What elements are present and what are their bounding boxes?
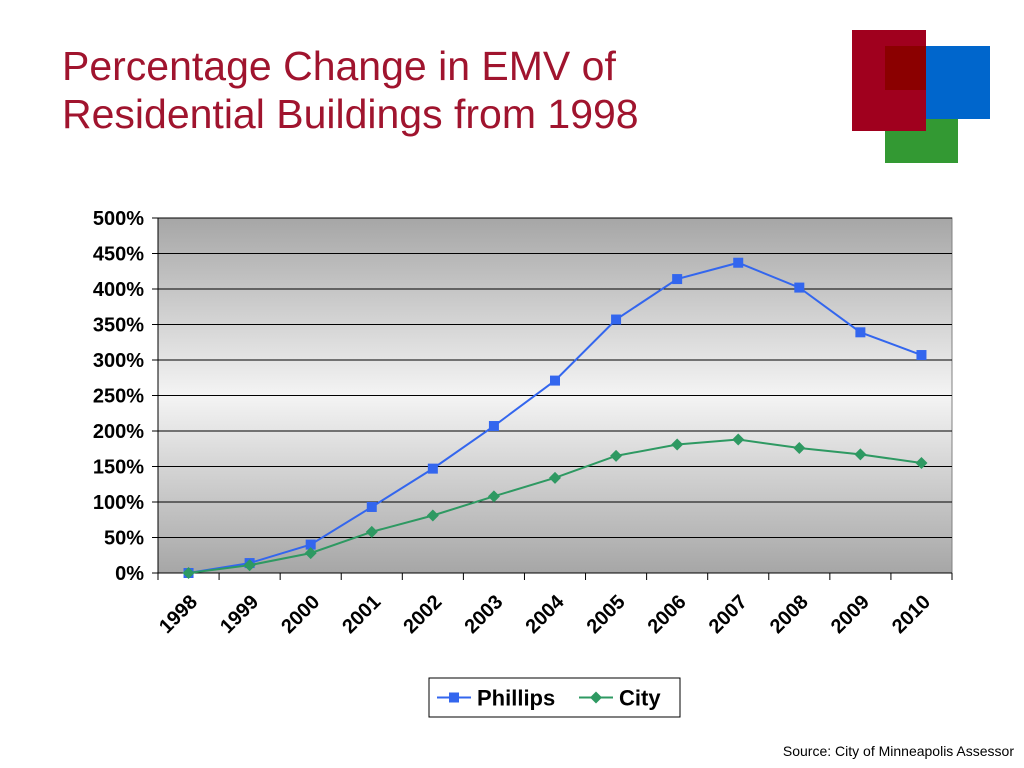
logo-overlap <box>885 46 926 90</box>
y-tick-label: 200% <box>93 421 144 443</box>
data-point-phillips <box>366 501 377 512</box>
data-point-city <box>182 567 195 579</box>
x-tick-label: 2000 <box>277 591 324 638</box>
y-tick-label: 500% <box>93 208 144 230</box>
data-point-city <box>793 442 806 455</box>
x-tick-label: 2005 <box>583 591 630 638</box>
data-point-phillips <box>916 350 927 361</box>
data-point-city <box>426 509 439 522</box>
legend-marker-city <box>590 691 602 704</box>
data-point-phillips <box>611 314 622 325</box>
slide-title-line-2: Residential Buildings from 1998 <box>62 91 639 137</box>
y-tick-label: 400% <box>93 279 144 301</box>
y-tick-label: 300% <box>93 350 144 372</box>
x-tick-label: 2006 <box>644 591 691 638</box>
decorative-logo <box>852 30 990 163</box>
y-tick-label: 0% <box>115 563 144 585</box>
y-tick-label: 250% <box>93 386 144 408</box>
data-point-phillips <box>305 539 316 550</box>
data-point-city <box>732 433 745 446</box>
data-point-phillips <box>427 463 438 474</box>
x-tick-label: 2003 <box>460 591 507 638</box>
data-point-city <box>487 490 500 503</box>
data-point-city <box>243 559 256 572</box>
y-tick-label: 350% <box>93 315 144 337</box>
data-point-city <box>304 547 317 560</box>
data-point-phillips <box>855 327 866 338</box>
data-point-phillips <box>794 282 805 293</box>
slide-title: Percentage Change in EMV of Residential … <box>62 42 782 138</box>
data-point-city <box>671 438 684 451</box>
y-tick-label: 450% <box>93 244 144 266</box>
x-tick-label: 2007 <box>705 591 752 638</box>
source-note: Source: City of Minneapolis Assessor <box>782 743 1014 759</box>
data-point-phillips <box>488 421 499 432</box>
logo-blue-square <box>926 46 990 119</box>
y-tick-label: 50% <box>104 528 144 550</box>
legend-label-phillips: Phillips <box>477 686 555 711</box>
y-tick-label: 150% <box>93 457 144 479</box>
slide-title-line-1: Percentage Change in EMV of <box>62 43 616 89</box>
legend-label-city: City <box>619 686 661 711</box>
data-point-city <box>915 456 928 469</box>
x-tick-label: 2009 <box>827 591 874 638</box>
x-tick-label: 1999 <box>216 591 263 638</box>
x-tick-label: 2002 <box>399 591 446 638</box>
data-point-phillips <box>550 375 560 386</box>
data-point-phillips <box>672 274 683 285</box>
x-tick-label: 2004 <box>522 590 570 638</box>
x-tick-label: 2001 <box>338 591 385 638</box>
y-tick-label: 100% <box>93 492 144 514</box>
x-tick-label: 2008 <box>766 591 813 638</box>
x-tick-label: 2010 <box>888 591 935 638</box>
data-point-city <box>854 448 867 461</box>
data-point-city <box>549 471 561 484</box>
data-point-city <box>365 525 378 538</box>
x-tick-label: 1998 <box>155 591 202 638</box>
data-point-phillips <box>733 257 744 268</box>
data-point-city <box>610 449 623 462</box>
legend-marker-phillips <box>449 692 459 703</box>
